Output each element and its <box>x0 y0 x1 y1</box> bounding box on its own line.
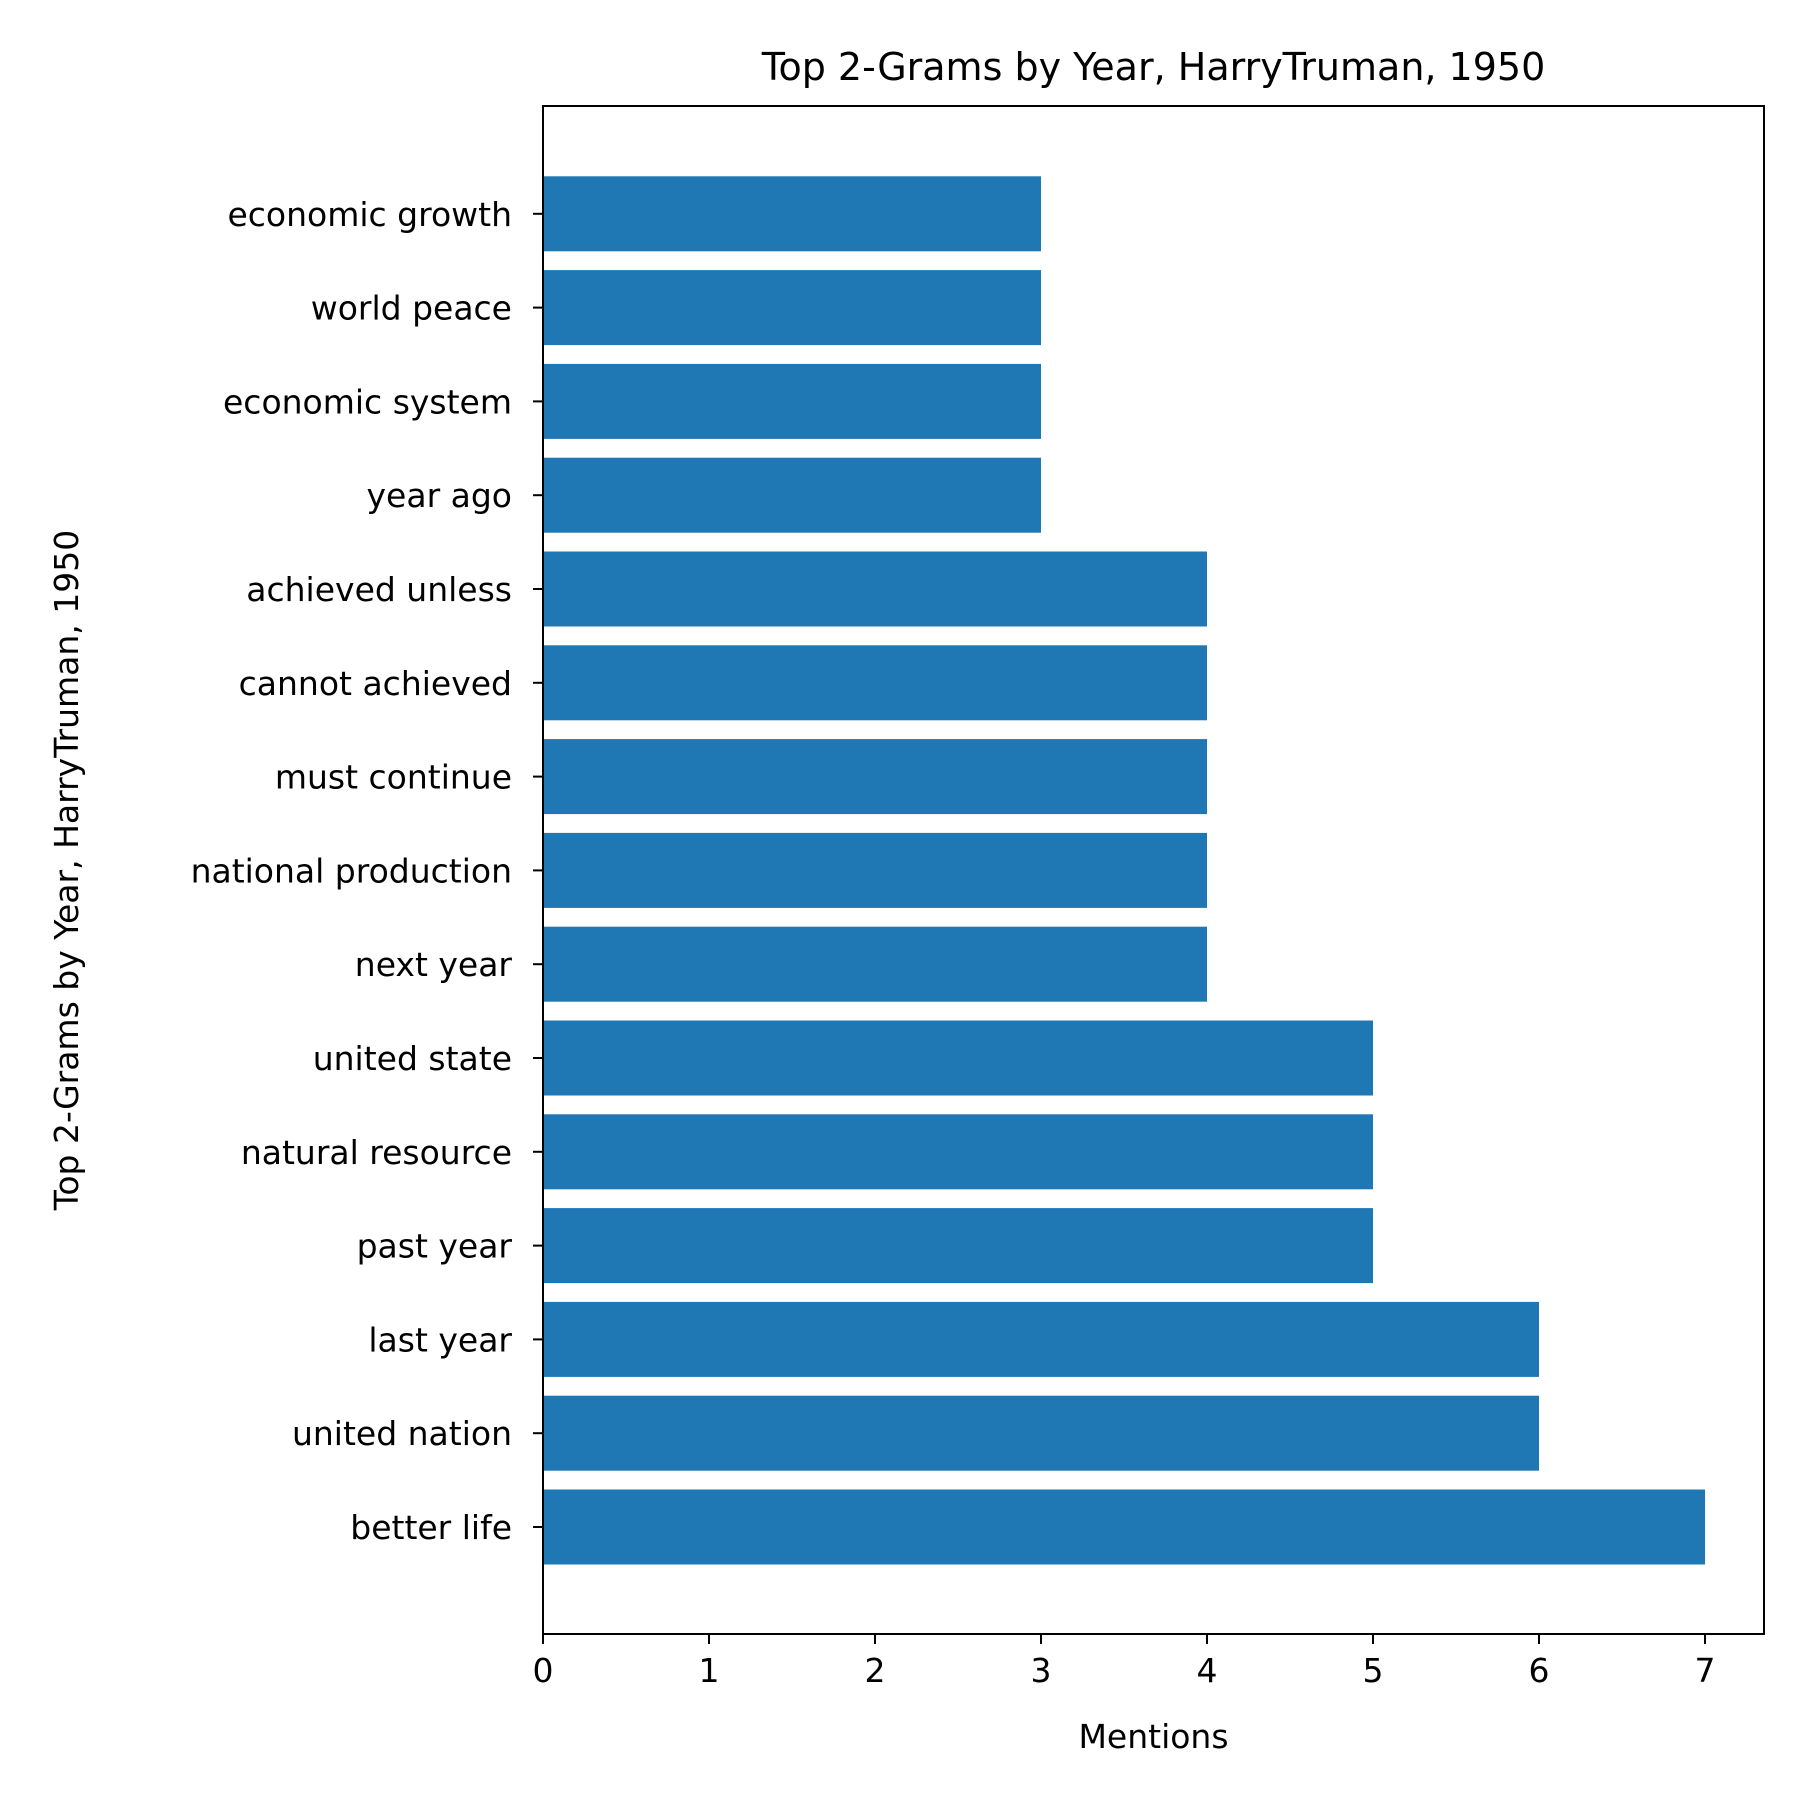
chart-title: Top 2-Grams by Year, HarryTruman, 1950 <box>761 45 1546 89</box>
bar-achieved-unless <box>543 551 1207 627</box>
bar-economic-system <box>543 363 1041 439</box>
y-tick-label: economic system <box>223 382 512 421</box>
bar-national-production <box>543 832 1207 908</box>
y-tick-label: united state <box>313 1039 512 1078</box>
y-tick-label: past year <box>357 1227 513 1266</box>
x-tick-label: 0 <box>533 1651 554 1690</box>
x-tick-label: 7 <box>1695 1651 1716 1690</box>
x-tick-label: 2 <box>865 1651 886 1690</box>
bar-must-continue <box>543 739 1207 815</box>
y-tick-label: national production <box>191 851 512 890</box>
y-tick-label: united nation <box>292 1414 512 1453</box>
y-tick-layer: better life united nation last year past ye… <box>191 195 543 1547</box>
y-axis-label: Top 2-Grams by Year, HarryTruman, 1950 <box>47 530 86 1211</box>
bar-last-year <box>543 1301 1539 1377</box>
bar-natural-resource <box>543 1114 1373 1190</box>
plot-frame <box>542 105 1765 1635</box>
y-tick-label: achieved unless <box>246 570 512 609</box>
y-tick-label: must continue <box>275 758 512 797</box>
y-tick-label: economic growth <box>227 195 512 234</box>
x-tick-layer: 0 1 2 3 4 5 6 7 <box>533 1634 1716 1690</box>
x-axis-label: Mentions <box>1078 1717 1228 1756</box>
bar-world-peace <box>543 270 1041 346</box>
y-tick-label: last year <box>368 1320 512 1359</box>
y-tick-label: natural resource <box>241 1133 512 1172</box>
bar-united-state <box>543 1020 1373 1096</box>
bar-united-nation <box>543 1395 1539 1471</box>
y-tick-label: world peace <box>311 289 512 328</box>
bar-better-life <box>543 1489 1705 1565</box>
bar-economic-growth <box>543 176 1041 252</box>
bar-cannot-achieved <box>543 645 1207 721</box>
y-tick-label: next year <box>355 945 513 984</box>
y-tick-label: better life <box>350 1508 512 1547</box>
bar-year-ago <box>543 457 1041 533</box>
bar-next-year <box>543 926 1207 1002</box>
x-tick-label: 4 <box>1197 1651 1218 1690</box>
y-tick-label: year ago <box>367 476 512 515</box>
x-tick-label: 5 <box>1363 1651 1384 1690</box>
y-tick-label: cannot achieved <box>239 664 512 703</box>
x-tick-label: 3 <box>1031 1651 1052 1690</box>
x-tick-label: 6 <box>1529 1651 1550 1690</box>
bar-past-year <box>543 1208 1373 1284</box>
bars-layer <box>543 176 1705 1565</box>
x-tick-label: 1 <box>699 1651 720 1690</box>
